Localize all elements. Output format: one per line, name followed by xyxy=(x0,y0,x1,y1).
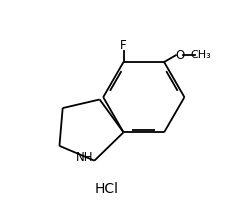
Text: NH: NH xyxy=(76,151,94,164)
Text: F: F xyxy=(120,39,127,53)
Text: HCl: HCl xyxy=(94,182,118,196)
Text: O: O xyxy=(175,49,184,62)
Text: CH₃: CH₃ xyxy=(190,50,211,60)
